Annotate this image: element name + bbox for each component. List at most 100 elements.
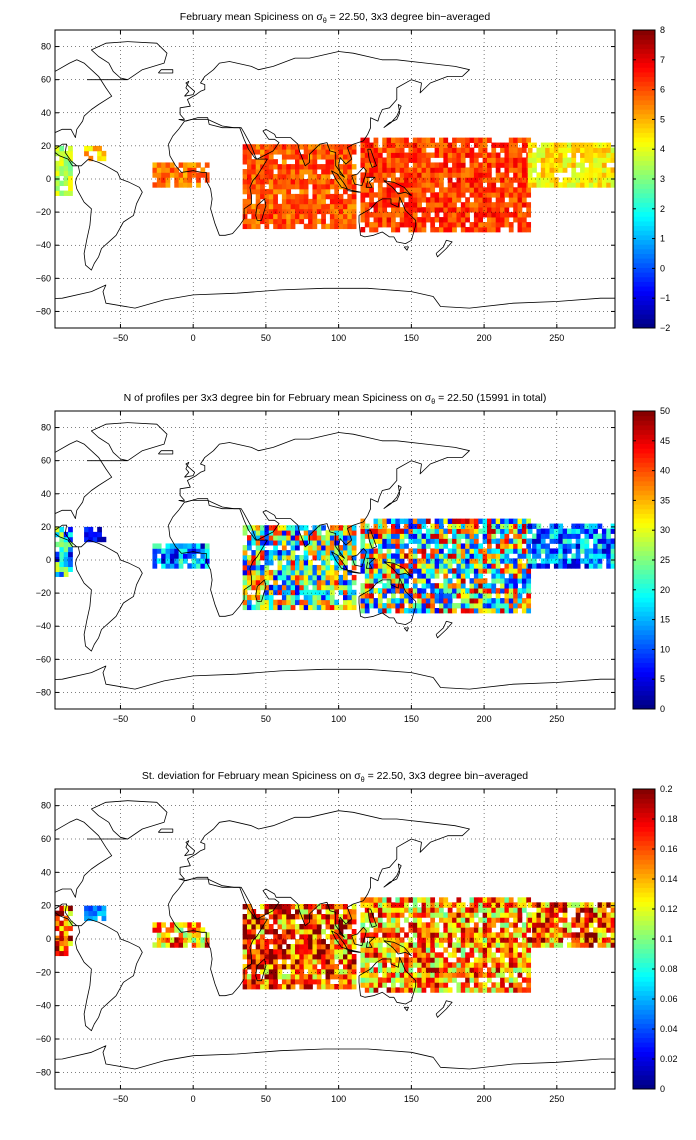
data-cell [308, 594, 313, 601]
colorbar-tick-label: 35 [660, 495, 670, 505]
data-cell [325, 604, 331, 611]
data-cell [281, 223, 287, 230]
data-cell [299, 969, 305, 975]
data-cell [532, 533, 537, 539]
data-cell [351, 149, 357, 155]
data-cell [469, 942, 475, 948]
data-cell [495, 538, 501, 544]
data-cell [316, 144, 322, 150]
data-cell [425, 197, 431, 203]
data-cell [386, 152, 392, 158]
data-cell [601, 162, 607, 168]
data-cell [487, 942, 492, 948]
data-cell [456, 927, 462, 933]
data-cell [478, 568, 484, 574]
data-cell [473, 563, 479, 569]
data-cell [491, 573, 497, 579]
data-cell [597, 937, 603, 943]
data-cell [526, 187, 532, 193]
data-cell [571, 942, 577, 948]
data-cell [517, 528, 523, 534]
data-cell [610, 942, 615, 948]
data-cell [273, 954, 278, 960]
data-cell [268, 179, 274, 185]
data-cell [325, 164, 331, 170]
data-cell [473, 987, 479, 993]
data-cell [360, 538, 366, 544]
data-cell [495, 157, 501, 163]
data-cell [369, 192, 374, 198]
data-cell [312, 218, 318, 225]
colorbar-tick-label: 5 [660, 114, 665, 124]
data-cell [593, 142, 598, 148]
data-cell [562, 142, 568, 148]
data-cell [395, 947, 401, 953]
data-cell [395, 957, 401, 963]
data-cell [364, 162, 370, 168]
data-cell [536, 902, 542, 908]
data-cell [412, 588, 418, 594]
data-cell [242, 944, 248, 950]
data-cell [312, 159, 318, 165]
data-cell [545, 932, 550, 938]
data-cell [364, 608, 370, 614]
data-cell [439, 202, 444, 208]
data-cell [391, 603, 396, 609]
data-cell [575, 548, 581, 554]
data-cell [452, 543, 457, 549]
data-cell [247, 183, 252, 190]
data-cell [59, 905, 65, 912]
data-cell [447, 977, 453, 983]
data-cell [264, 939, 270, 945]
colorbar-segment [633, 859, 655, 865]
data-cell [601, 533, 607, 539]
data-cell [408, 172, 414, 178]
data-cell [343, 984, 348, 990]
x-tick-label: 0 [191, 1094, 196, 1104]
data-cell [351, 974, 357, 980]
data-cell [434, 217, 440, 223]
data-cell [412, 952, 418, 958]
data-cell [504, 578, 510, 584]
data-cell [465, 598, 470, 604]
data-cell [399, 558, 405, 564]
data-cell [187, 543, 193, 549]
data-cell [513, 902, 518, 908]
data-cell [347, 164, 353, 170]
data-cell [321, 919, 326, 925]
data-cell [404, 952, 409, 958]
data-cell [399, 583, 405, 589]
data-cell [439, 518, 444, 524]
coastline [157, 69, 174, 74]
data-cell [200, 937, 206, 943]
data-cell [59, 551, 65, 558]
data-cell [508, 942, 514, 948]
data-cell [487, 533, 492, 539]
data-cell [290, 589, 296, 596]
data-cell [343, 198, 348, 205]
data-cell [360, 212, 366, 218]
data-cell [343, 179, 348, 185]
data-cell [447, 152, 453, 158]
data-cell [247, 909, 252, 915]
data-cell [187, 162, 193, 168]
data-cell [101, 150, 107, 157]
data-cell [364, 947, 370, 953]
data-cell [377, 977, 383, 983]
data-cell [447, 167, 453, 173]
data-cell [386, 937, 392, 943]
data-cell [360, 202, 366, 208]
coastline [55, 903, 143, 1032]
data-cell [364, 952, 370, 958]
data-cell [558, 528, 564, 534]
data-cell [508, 167, 514, 173]
data-cell [460, 962, 466, 968]
data-cell [487, 907, 492, 913]
data-cell [200, 167, 206, 173]
coastline [365, 936, 376, 948]
data-cell [334, 949, 340, 955]
data-cell [312, 919, 318, 925]
colorbar-segment [633, 267, 655, 273]
colorbar-segment [633, 625, 655, 631]
data-cell [377, 947, 383, 953]
